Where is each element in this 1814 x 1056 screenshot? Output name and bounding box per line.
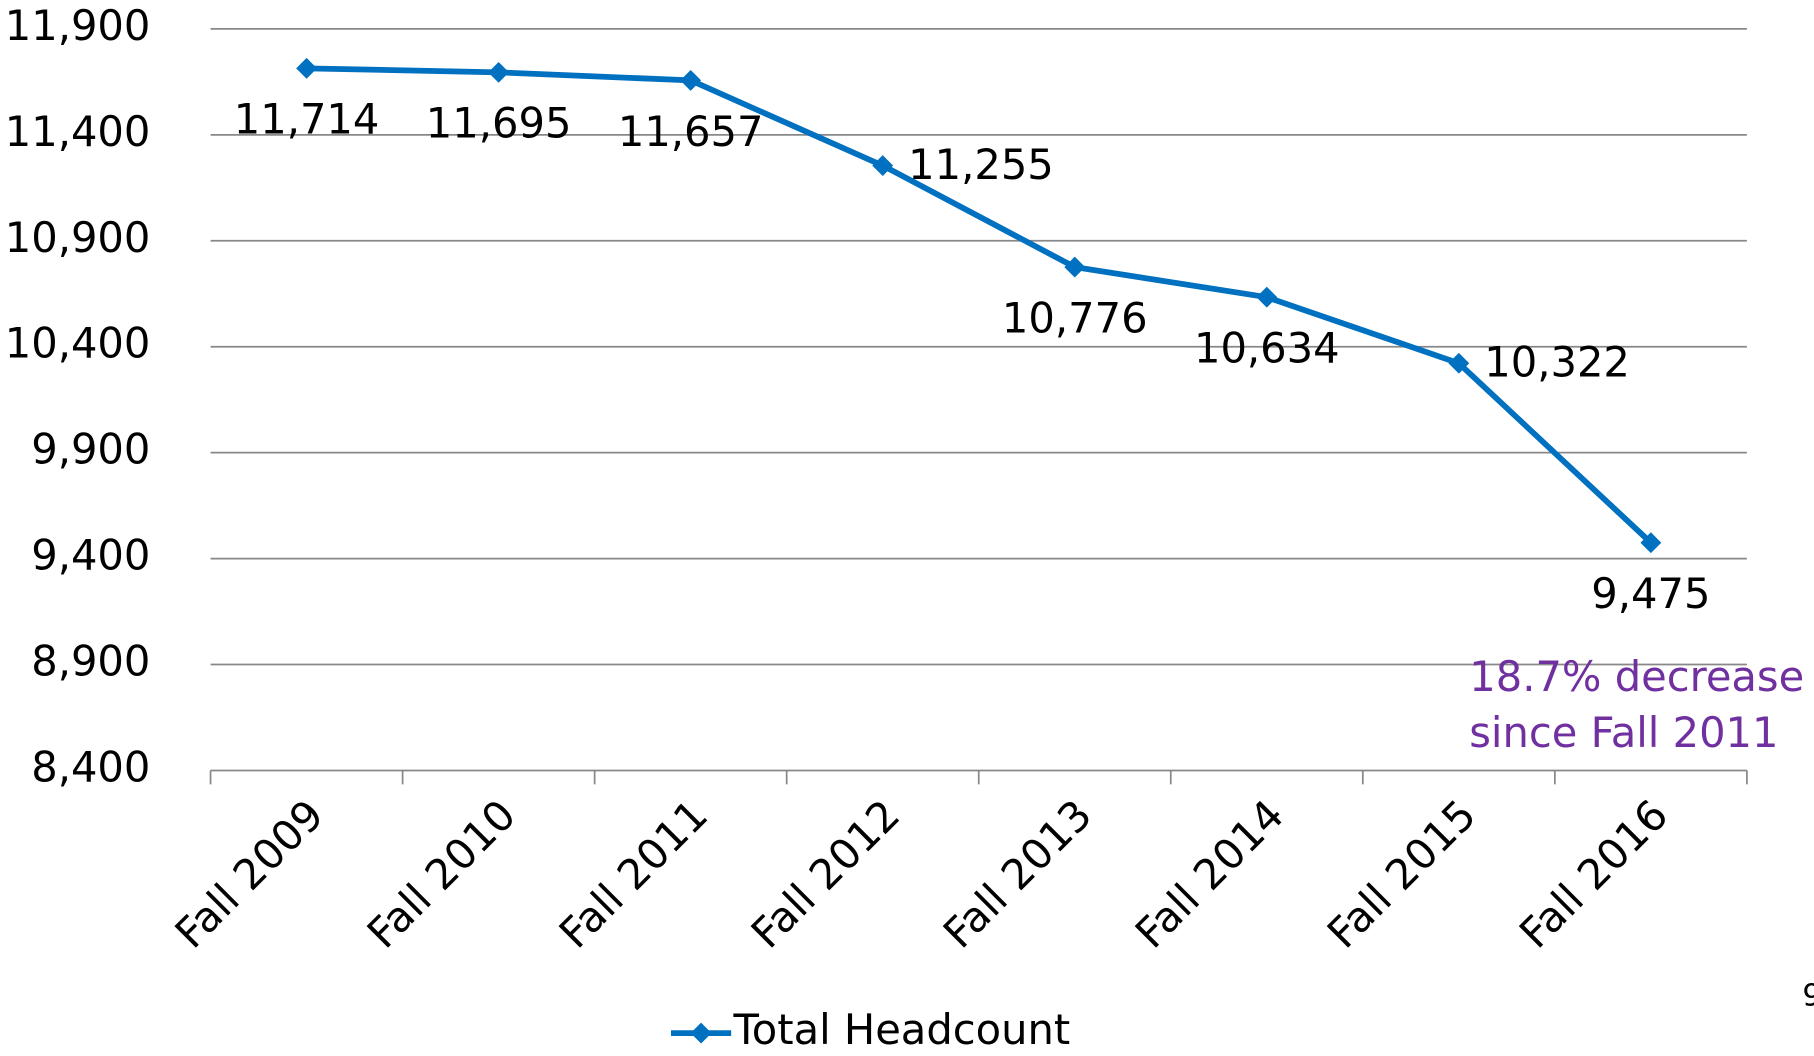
y-tick-label: 8,400 [31, 742, 150, 791]
x-tick-label: Fall 2016 [1510, 790, 1678, 958]
page-number: 9 [1802, 979, 1814, 1014]
data-label: 10,776 [1002, 293, 1148, 342]
chart: 9 8,400 8,900 9,400 9,900 10,400 10,900 11,400… [0, 0, 1814, 1056]
x-tick-label: Fall 2012 [742, 790, 910, 958]
y-tick-label: 11,900 [5, 1, 151, 50]
data-label: 9,475 [1591, 569, 1710, 618]
marker [680, 70, 701, 91]
x-tick-label: Fall 2015 [1318, 790, 1486, 958]
x-tick-label: Fall 2013 [934, 790, 1102, 958]
marker [296, 58, 317, 79]
data-label: 11,714 [234, 95, 380, 144]
legend-label: Total Headcount [732, 1005, 1070, 1054]
marker [488, 62, 509, 83]
x-tick-label: Fall 2011 [550, 790, 718, 958]
data-label: 11,657 [618, 107, 764, 156]
annotation: 18.7% decrease [1469, 652, 1804, 701]
data-label: 11,255 [908, 140, 1054, 189]
marker [1064, 257, 1085, 278]
annotation: since Fall 2011 [1469, 708, 1778, 757]
data-label: 11,695 [426, 99, 572, 148]
y-tick-label: 10,900 [5, 213, 151, 262]
marker [1256, 287, 1277, 308]
data-label: 10,322 [1484, 338, 1630, 387]
y-tick-label: 10,400 [5, 319, 151, 368]
legend-marker [691, 1023, 712, 1044]
y-tick-label: 9,900 [31, 425, 150, 474]
y-tick-label: 11,400 [5, 107, 151, 156]
x-tick-label: Fall 2010 [358, 790, 526, 958]
y-tick-label: 8,900 [31, 637, 150, 686]
data-label: 10,634 [1194, 324, 1340, 373]
y-tick-label: 9,400 [31, 531, 150, 580]
x-tick-label: Fall 2009 [165, 790, 333, 958]
x-tick-label: Fall 2014 [1126, 790, 1294, 958]
marker [872, 155, 893, 176]
